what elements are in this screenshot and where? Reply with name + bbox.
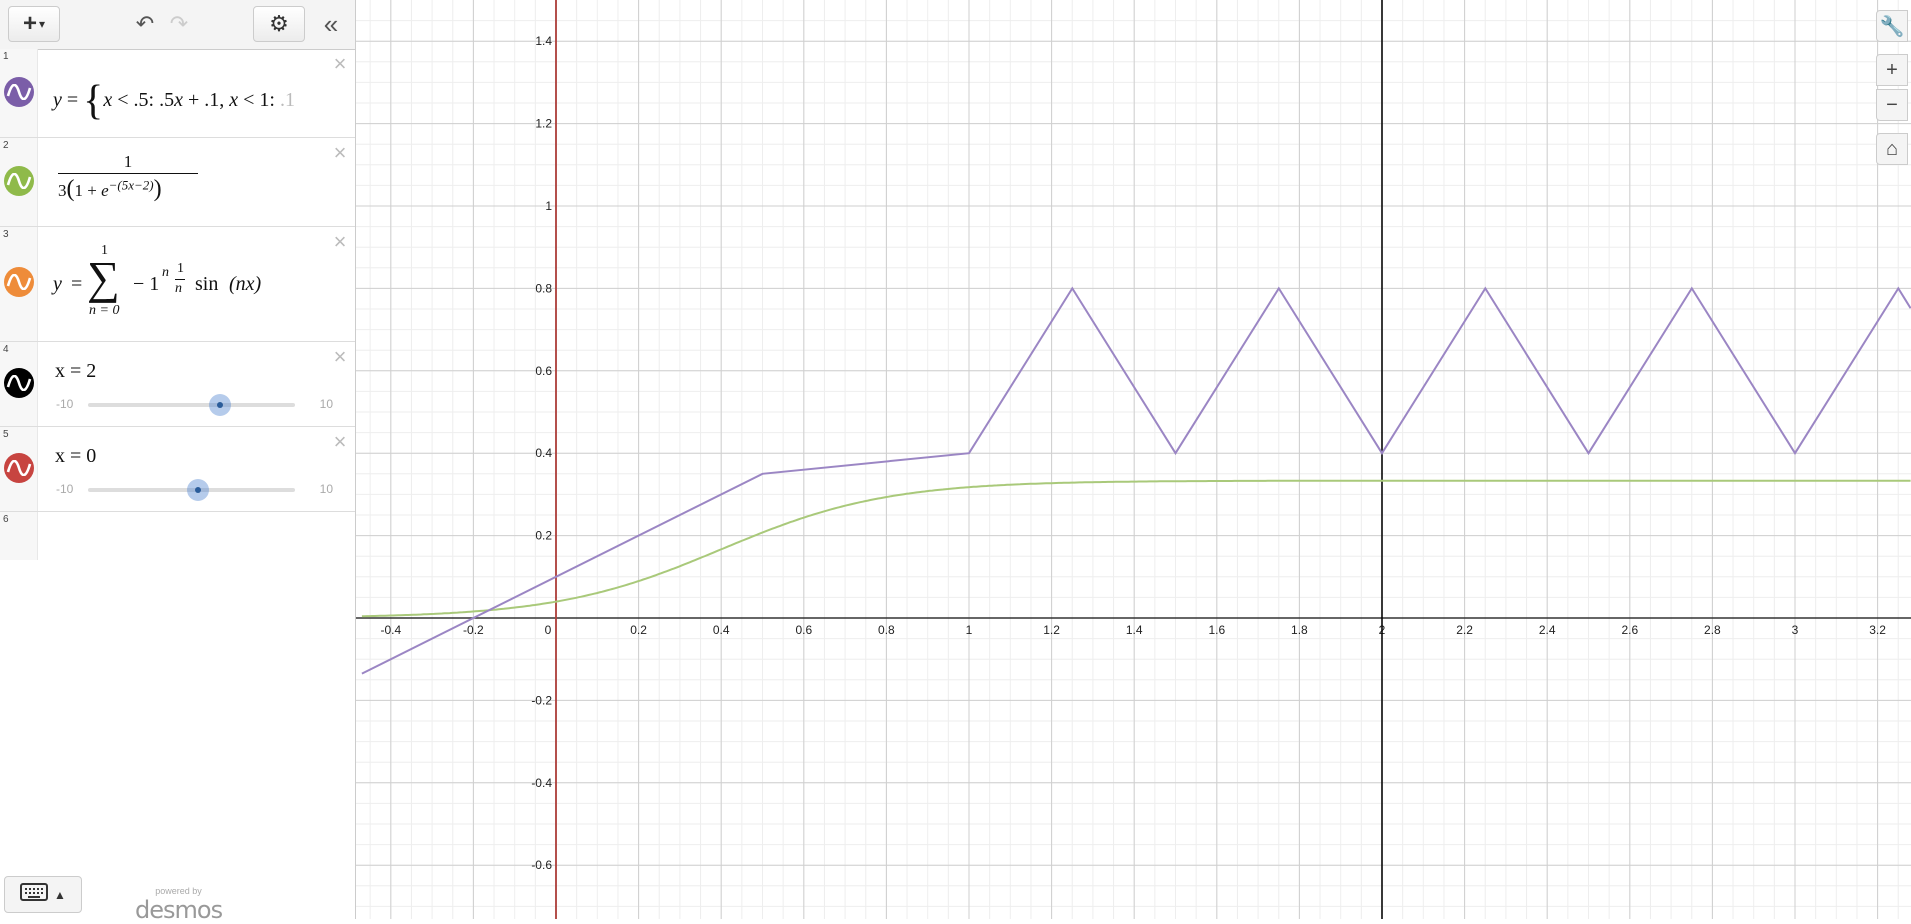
expression-list-panel: + ▾ ↶ ↷ ⚙ « 1 × y = {x < .5: .5x + .1, x…: [0, 0, 356, 924]
y-tick-label: 0.8: [535, 281, 552, 295]
wave-icon[interactable]: [4, 453, 34, 483]
x-tick-label: 2.6: [1621, 623, 1638, 637]
wrench-icon: 🔧: [1879, 15, 1905, 38]
default-viewport-button[interactable]: ⌂: [1876, 133, 1908, 165]
empty-expression-item[interactable]: 6: [0, 512, 355, 560]
expression-formula[interactable]: x = 2: [55, 360, 97, 382]
expression-item[interactable]: 1 × y = {x < .5: .5x + .1, x < 1: .1: [0, 49, 355, 138]
expression-formula[interactable]: x = 0: [55, 445, 97, 467]
delete-expression-button[interactable]: ×: [333, 344, 347, 369]
wave-icon[interactable]: [4, 267, 34, 297]
expression-formula[interactable]: y = {x < .5: .5x + .1, x < 1: .1: [53, 78, 295, 124]
x-tick-label: 3: [1792, 623, 1799, 637]
wave-icon[interactable]: [4, 166, 34, 196]
logistic-curve: [361, 479, 1911, 618]
minus-icon: −: [1886, 93, 1898, 116]
x-tick-label: 2.8: [1704, 623, 1721, 637]
redo-icon: ↷: [169, 11, 189, 36]
x-tick-label: 0.4: [713, 623, 730, 637]
x-tick-label: 1: [966, 623, 973, 637]
x-tick-label: 0.8: [878, 623, 895, 637]
plus-icon: +: [1886, 58, 1898, 81]
keyboard-icon: [20, 883, 49, 906]
y-tick-label: 0.4: [535, 446, 552, 460]
undo-button[interactable]: ↶: [130, 6, 160, 42]
keyboard-toggle-button[interactable]: ▲: [4, 876, 82, 913]
x-tick-label: 0: [545, 623, 552, 637]
x-tick-label: 2.2: [1456, 623, 1473, 637]
value-slider[interactable]: -10 10: [56, 394, 341, 416]
y-tick-label: 0.6: [535, 364, 552, 378]
x-tick-label: 2.4: [1539, 623, 1556, 637]
delete-expression-button[interactable]: ×: [333, 140, 347, 165]
slider-max-label[interactable]: 10: [319, 482, 333, 496]
y-tick-label: 1.2: [535, 117, 552, 131]
double-chevron-left-icon: «: [323, 8, 339, 39]
powered-by-label: powered by: [155, 886, 202, 896]
expression-number: 2: [3, 140, 9, 151]
expression-item[interactable]: 4 × x = 2 -10 10: [0, 342, 355, 427]
add-item-button[interactable]: + ▾: [8, 6, 60, 42]
expression-number: 4: [3, 344, 9, 355]
delete-expression-button[interactable]: ×: [333, 429, 347, 454]
x-tick-label: -0.2: [463, 623, 484, 637]
slider-track[interactable]: [88, 488, 295, 492]
expression-index-column: 6: [0, 512, 38, 560]
value-slider[interactable]: -10 10: [56, 479, 341, 501]
slider-thumb[interactable]: [187, 479, 209, 501]
home-icon: ⌂: [1885, 137, 1899, 160]
x-tick-label: 1.4: [1126, 623, 1143, 637]
caret-up-icon: ▲: [54, 887, 66, 902]
y-tick-label: -0.6: [531, 858, 552, 872]
x-tick-label: 3.2: [1869, 623, 1886, 637]
x-tick-label: -0.4: [380, 623, 401, 637]
slider-max-label[interactable]: 10: [319, 397, 333, 411]
y-tick-label: 0.2: [535, 529, 552, 543]
expression-item[interactable]: 5 × x = 0 -10 10: [0, 427, 355, 512]
x-tick-label: 1.6: [1208, 623, 1225, 637]
y-tick-label: 1.4: [535, 34, 552, 48]
slider-min-label[interactable]: -10: [56, 397, 74, 411]
delete-expression-button[interactable]: ×: [333, 51, 347, 76]
y-tick-label: 1: [545, 199, 552, 213]
collapse-list-button[interactable]: «: [316, 6, 346, 42]
expression-number: 1: [3, 51, 9, 62]
expression-item[interactable]: 2 × 1 3(1 + e−(5x−2)): [0, 138, 355, 227]
graph-canvas[interactable]: -0.4-0.200.20.40.60.811.21.41.61.822.22.…: [356, 0, 1911, 919]
expression-toolbar: + ▾ ↶ ↷ ⚙ «: [0, 0, 355, 50]
desmos-logo: desmos: [135, 896, 223, 924]
expression-number: 3: [3, 229, 9, 240]
expression-formula[interactable]: 1 3(1 + e−(5x−2)): [58, 152, 198, 203]
fraction-denominator: 3(1 + e−(5x−2)): [58, 173, 198, 203]
expression-number: 6: [3, 514, 9, 525]
y-tick-label: -0.2: [531, 693, 552, 707]
redo-button[interactable]: ↷: [164, 6, 194, 42]
expression-number: 5: [3, 429, 9, 440]
zoom-out-button[interactable]: −: [1876, 89, 1908, 121]
x-tick-label: 0.6: [795, 623, 812, 637]
settings-button[interactable]: ⚙: [253, 6, 305, 42]
zoom-in-button[interactable]: +: [1876, 54, 1908, 86]
slider-track[interactable]: [88, 403, 295, 407]
x-tick-label: 1.2: [1043, 623, 1060, 637]
y-tick-label: -0.4: [531, 776, 552, 790]
slider-min-label[interactable]: -10: [56, 482, 74, 496]
expression-formula[interactable]: y = 1 ∑ n = 0 − 1 n 1 n sin (nx): [53, 243, 262, 318]
slider-thumb[interactable]: [209, 394, 231, 416]
wave-icon[interactable]: [4, 368, 34, 398]
expression-item[interactable]: 3 × y = 1 ∑ n = 0 − 1 n 1 n sin (nx): [0, 227, 355, 342]
x-tick-label: 1.8: [1291, 623, 1308, 637]
chevron-down-icon: ▾: [38, 17, 46, 31]
gear-icon: ⚙: [269, 11, 289, 36]
wave-icon[interactable]: [4, 77, 34, 107]
plus-icon: +: [22, 10, 37, 37]
graph-settings-button[interactable]: 🔧: [1876, 10, 1908, 42]
piecewise-curve: [361, 286, 1911, 675]
powered-by-desmos: powered by desmos: [135, 886, 223, 924]
x-tick-label: 0.2: [630, 623, 647, 637]
delete-expression-button[interactable]: ×: [333, 229, 347, 254]
undo-icon: ↶: [135, 11, 155, 36]
fraction-numerator: 1: [123, 152, 133, 171]
